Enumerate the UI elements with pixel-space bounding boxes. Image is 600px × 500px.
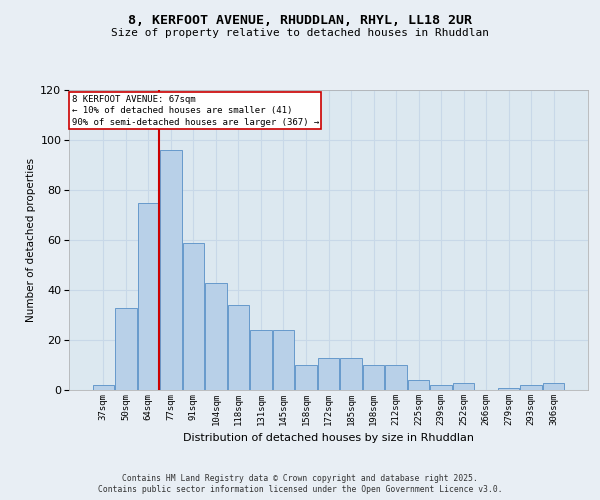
Bar: [295, 365, 317, 390]
Text: 8, KERFOOT AVENUE, RHUDDLAN, RHYL, LL18 2UR: 8, KERFOOT AVENUE, RHUDDLAN, RHYL, LL18 …: [128, 14, 472, 27]
Bar: [182, 242, 204, 390]
Bar: [408, 380, 429, 390]
Bar: [250, 330, 272, 390]
Bar: [543, 382, 565, 390]
Bar: [453, 382, 475, 390]
Bar: [363, 365, 384, 390]
Bar: [160, 150, 182, 390]
Bar: [385, 365, 407, 390]
Bar: [520, 385, 542, 390]
Text: 8 KERFOOT AVENUE: 67sqm
← 10% of detached houses are smaller (41)
90% of semi-de: 8 KERFOOT AVENUE: 67sqm ← 10% of detache…: [71, 94, 319, 127]
Text: Contains HM Land Registry data © Crown copyright and database right 2025.: Contains HM Land Registry data © Crown c…: [122, 474, 478, 483]
X-axis label: Distribution of detached houses by size in Rhuddlan: Distribution of detached houses by size …: [183, 434, 474, 444]
Bar: [498, 388, 520, 390]
Bar: [137, 202, 159, 390]
Text: Contains public sector information licensed under the Open Government Licence v3: Contains public sector information licen…: [98, 485, 502, 494]
Bar: [430, 385, 452, 390]
Bar: [273, 330, 294, 390]
Bar: [318, 358, 339, 390]
Y-axis label: Number of detached properties: Number of detached properties: [26, 158, 36, 322]
Bar: [115, 308, 137, 390]
Bar: [205, 282, 227, 390]
Text: Size of property relative to detached houses in Rhuddlan: Size of property relative to detached ho…: [111, 28, 489, 38]
Bar: [228, 305, 249, 390]
Bar: [92, 385, 114, 390]
Bar: [340, 358, 362, 390]
